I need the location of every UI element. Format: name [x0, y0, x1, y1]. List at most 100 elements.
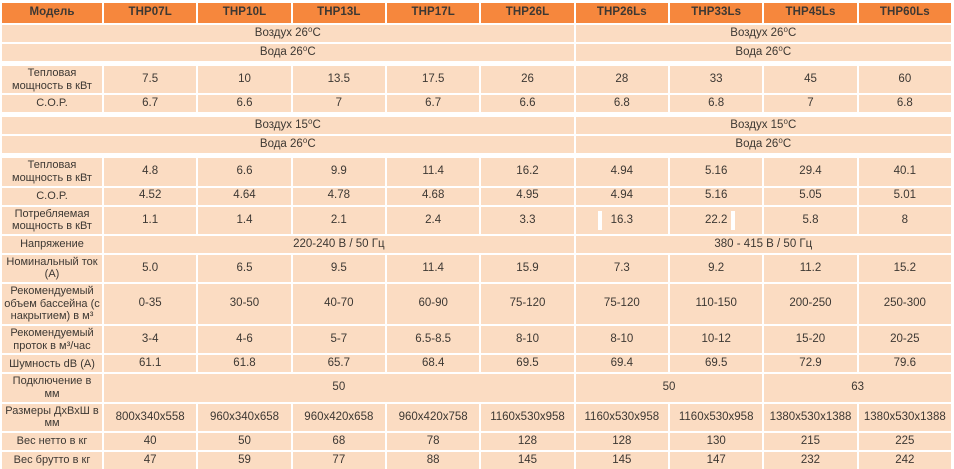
column-header-thp33ls: THP33Ls: [670, 3, 763, 23]
column-header-thp13l-text: THP13L: [317, 6, 361, 19]
row-label-cop-air26: C.O.P.: [2, 95, 102, 113]
value-power-consumption-thp13l: 2.1: [292, 206, 385, 234]
row-voltage: Напряжение 220-240 В / 50 Гц 380 - 415 В /…: [2, 235, 951, 253]
value-power-consumption-thp07l-text: 1.1: [142, 213, 159, 226]
value-noise-thp45ls-text: 72.9: [799, 357, 822, 370]
row-power-consumption: Потребляемая мощность в кВт 1.1 1.4 2.1 2.4 3…: [2, 206, 951, 234]
value-net-weight-thp26ls-text: 128: [612, 434, 632, 447]
column-header-thp60ls-text: THP60Ls: [879, 6, 930, 19]
value-pool-volume-thp60ls: 250-300: [858, 284, 951, 325]
value-dimensions-thp45ls-text: 1380x530x1388: [769, 410, 852, 423]
row-flow-rate: Рекомендуемый проток в м³/час 3-4 4-6 5-7 6.…: [2, 326, 951, 354]
value-cop-air15-thp10l-text: 4.64: [233, 189, 256, 202]
value-dimensions-thp07l-text: 800x340x558: [115, 410, 185, 423]
value-heat-output-air15-thp26l: 16.2: [481, 158, 574, 186]
value-dimensions-thp33ls: 1160x530x958: [670, 403, 763, 431]
value-cop-air15-thp13l-text: 4.78: [327, 189, 351, 202]
value-heat-output-air15-thp26ls: 4.94: [575, 158, 668, 186]
column-header-thp10l: THP10L: [198, 3, 291, 23]
value-cop-air26-thp10l-text: 6.6: [236, 97, 253, 110]
value-gross-weight-thp26ls-text: 145: [612, 453, 632, 466]
span-value-voltage-0: 220-240 В / 50 Гц: [104, 235, 574, 253]
span-value-voltage-1-text: 380 - 415 В / 50 Гц: [714, 237, 813, 250]
value-power-consumption-thp17l-text: 2.4: [425, 213, 442, 226]
value-pool-volume-thp45ls: 200-250: [764, 284, 857, 325]
value-gross-weight-thp26l-text: 145: [517, 453, 538, 466]
value-dimensions-thp26ls: 1160x530x958: [575, 403, 668, 431]
value-heat-output-air15-thp45ls: 29.4: [764, 158, 857, 186]
span-value-connection-2-text: 63: [851, 381, 865, 394]
row-label-dimensions-text: Размеры ДхВхШ в мм: [5, 404, 99, 430]
value-nominal-current-thp17l: 11.4: [387, 254, 480, 283]
value-heat-output-air26-thp26l-text: 26: [521, 73, 534, 86]
value-nominal-current-thp17l-text: 11.4: [422, 261, 444, 274]
value-nominal-current-thp45ls-text: 11.2: [799, 261, 822, 274]
row-air-15: Воздух 15⁰C Воздух 15⁰C: [2, 117, 951, 135]
row-noise: Шумность dB (A) 61.1 61.8 65.7 68.4 69.5 69.4 6…: [2, 355, 951, 373]
value-net-weight-thp33ls-text: 130: [706, 434, 726, 447]
row-label-cop-air15-text: C.O.P.: [36, 189, 68, 202]
value-heat-output-air26-thp10l: 10: [198, 66, 291, 94]
value-dimensions-thp60ls-text: 1380x530x1388: [863, 410, 946, 423]
value-pool-volume-thp26ls-text: 75-120: [603, 297, 640, 310]
value-gross-weight-thp45ls-text: 232: [800, 453, 821, 466]
white-artifact-bar: [730, 210, 735, 230]
value-pool-volume-thp26ls: 75-120: [575, 284, 668, 325]
value-nominal-current-thp26l-text: 15.9: [516, 261, 539, 274]
value-cop-air26-thp33ls-text: 6.8: [708, 97, 725, 110]
value-net-weight-thp10l: 50: [198, 432, 291, 450]
value-gross-weight-thp26l: 145: [481, 451, 574, 469]
value-cop-air26-thp33ls: 6.8: [670, 95, 763, 113]
value-heat-output-air15-thp60ls-text: 40.1: [893, 165, 917, 178]
value-net-weight-thp13l: 68: [292, 432, 385, 450]
row-label-cop-air15: C.O.P.: [2, 187, 102, 205]
value-cop-air26-thp45ls-text: 7: [807, 97, 814, 110]
value-flow-rate-thp45ls-text: 15-20: [795, 333, 826, 346]
value-pool-volume-thp13l: 40-70: [292, 284, 385, 325]
value-power-consumption-thp26l-text: 3.3: [519, 213, 536, 226]
value-heat-output-air15-thp26ls-text: 4.94: [610, 165, 634, 178]
value-heat-output-air26-thp17l-text: 17.5: [421, 73, 445, 86]
span-value-air-15-1: Воздух 15⁰C: [575, 117, 951, 135]
value-dimensions-thp17l-text: 960x420x758: [398, 410, 468, 423]
value-pool-volume-thp17l-text: 60-90: [418, 297, 448, 310]
value-heat-output-air26-thp13l: 13.5: [292, 66, 385, 94]
column-header-thp45ls: THP45Ls: [764, 3, 857, 23]
white-artifact-bar: [597, 210, 602, 230]
table-header-row: Модель THP07L THP10L THP13L THP17L THP26L THP2…: [2, 3, 951, 23]
value-net-weight-thp10l-text: 50: [238, 434, 251, 447]
value-pool-volume-thp33ls-text: 110-150: [695, 297, 737, 310]
value-cop-air15-thp60ls-text: 5.01: [893, 189, 917, 202]
value-dimensions-thp10l: 960x340x658: [198, 403, 291, 431]
row-pool-volume: Рекомендуемый объем бассейна (с накрытие…: [2, 284, 951, 325]
span-value-water-26-1-text: Вода 26⁰C: [735, 45, 792, 58]
value-noise-thp26l-text: 69.5: [516, 357, 539, 370]
value-heat-output-air26-thp60ls: 60: [858, 66, 951, 94]
row-label-heat-output-air26: Тепловая мощность в кВт: [2, 66, 102, 94]
row-label-voltage: Напряжение: [2, 235, 102, 253]
row-cop-air26: C.O.P. 6.7 6.6 7 6.7 6.6 6.8 6.8 7 6.8: [2, 95, 951, 113]
value-cop-air15-thp17l-text: 4.68: [421, 189, 445, 202]
value-heat-output-air26-thp60ls-text: 60: [898, 73, 912, 86]
value-net-weight-thp45ls: 215: [764, 432, 857, 450]
value-flow-rate-thp07l-text: 3-4: [141, 333, 159, 346]
span-value-air-26-1: Воздух 26⁰C: [575, 25, 951, 42]
value-net-weight-thp33ls: 130: [670, 432, 763, 450]
value-cop-air15-thp07l: 4.52: [104, 187, 197, 205]
row-cop-air15: C.O.P. 4.52 4.64 4.78 4.68 4.95 4.94 5.16 5.05 5.…: [2, 187, 951, 205]
value-cop-air15-thp45ls-text: 5.05: [799, 189, 822, 202]
value-power-consumption-thp13l-text: 2.1: [330, 213, 347, 226]
value-gross-weight-thp60ls: 242: [858, 451, 951, 469]
value-cop-air26-thp60ls-text: 6.8: [896, 97, 913, 110]
value-heat-output-air26-thp13l-text: 13.5: [327, 73, 351, 86]
value-heat-output-air26-thp33ls-text: 33: [709, 73, 723, 86]
value-power-consumption-thp26ls: 16.3: [575, 206, 668, 234]
value-flow-rate-thp07l: 3-4: [104, 326, 197, 354]
value-gross-weight-thp07l-text: 47: [143, 453, 157, 466]
value-gross-weight-thp33ls-text: 147: [706, 453, 726, 466]
value-nominal-current-thp13l-text: 9.5: [330, 261, 347, 274]
column-header-thp33ls-text: THP33Ls: [691, 6, 742, 19]
value-cop-air26-thp07l-text: 6.7: [142, 97, 159, 110]
value-nominal-current-thp33ls: 9.2: [670, 254, 763, 283]
